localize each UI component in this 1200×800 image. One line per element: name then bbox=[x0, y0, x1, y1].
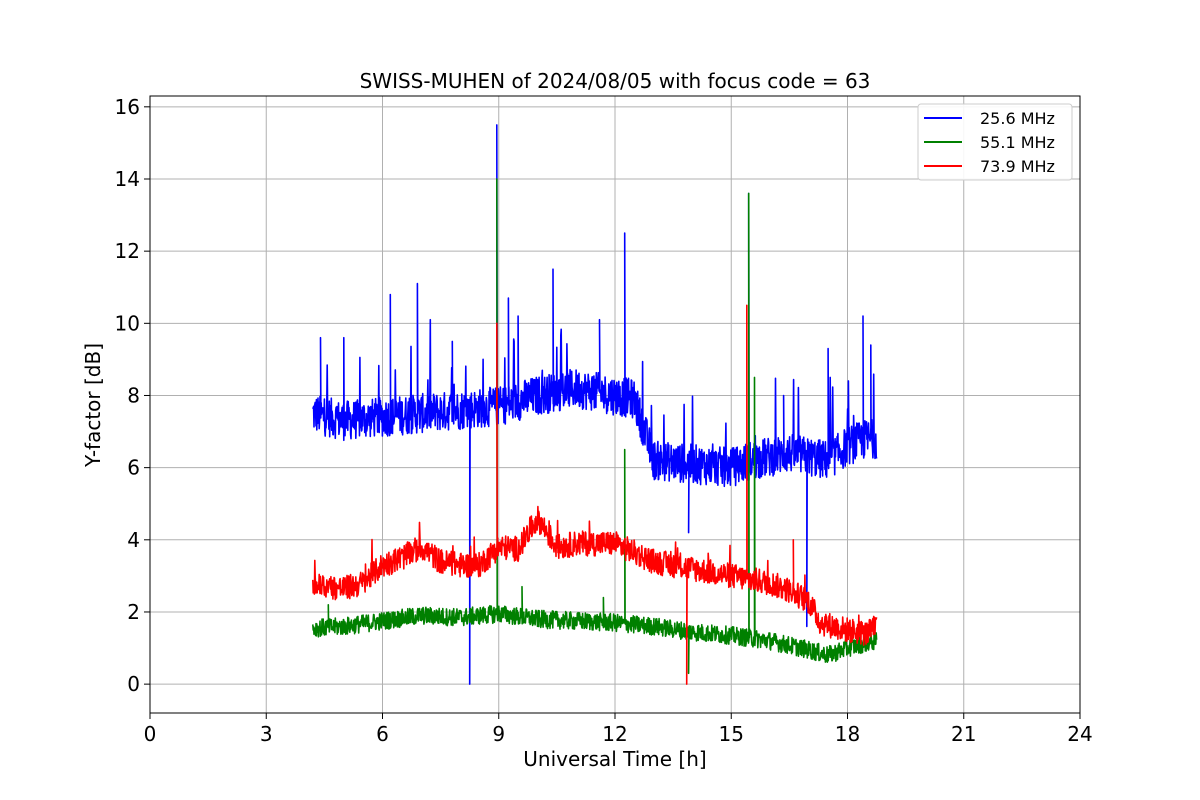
y-tick-label: 4 bbox=[127, 528, 140, 552]
x-tick-label: 21 bbox=[951, 722, 976, 746]
x-tick-label: 24 bbox=[1067, 722, 1092, 746]
legend-box bbox=[917, 103, 1073, 181]
x-tick-label: 0 bbox=[144, 722, 157, 746]
series-73-9-mhz bbox=[312, 304, 878, 685]
y-tick-label: 2 bbox=[127, 600, 140, 624]
y-axis-label: Y-factor [dB] bbox=[81, 343, 105, 468]
x-tick-label: 15 bbox=[719, 722, 744, 746]
y-tick-label: 14 bbox=[115, 167, 140, 191]
y-tick-label: 8 bbox=[127, 383, 140, 407]
legend-label: 25.6 MHz bbox=[980, 109, 1055, 128]
x-tick-label: 3 bbox=[260, 722, 273, 746]
legend-label: 73.9 MHz bbox=[980, 157, 1055, 176]
series-25-6-mhz bbox=[312, 124, 878, 685]
series-line bbox=[312, 178, 878, 675]
y-tick-label: 10 bbox=[115, 311, 140, 335]
series-55-1-mhz bbox=[312, 178, 878, 675]
series-line bbox=[312, 304, 878, 685]
x-axis-label: Universal Time [h] bbox=[523, 747, 706, 771]
series-lines bbox=[312, 124, 878, 685]
chart-title: SWISS-MUHEN of 2024/08/05 with focus cod… bbox=[360, 69, 871, 93]
x-tick-label: 12 bbox=[602, 722, 627, 746]
y-tick-label: 0 bbox=[127, 672, 140, 696]
x-tick-label: 9 bbox=[492, 722, 505, 746]
series-line bbox=[312, 124, 878, 685]
y-tick-label: 6 bbox=[127, 456, 140, 480]
y-tick-label: 12 bbox=[115, 239, 140, 263]
legend: 25.6 MHz 55.1 MHz 73.9 MHz bbox=[917, 103, 1073, 181]
x-tick-label: 6 bbox=[376, 722, 389, 746]
x-tick-label: 18 bbox=[835, 722, 860, 746]
legend-label: 55.1 MHz bbox=[980, 133, 1055, 152]
y-tick-label: 16 bbox=[115, 95, 140, 119]
